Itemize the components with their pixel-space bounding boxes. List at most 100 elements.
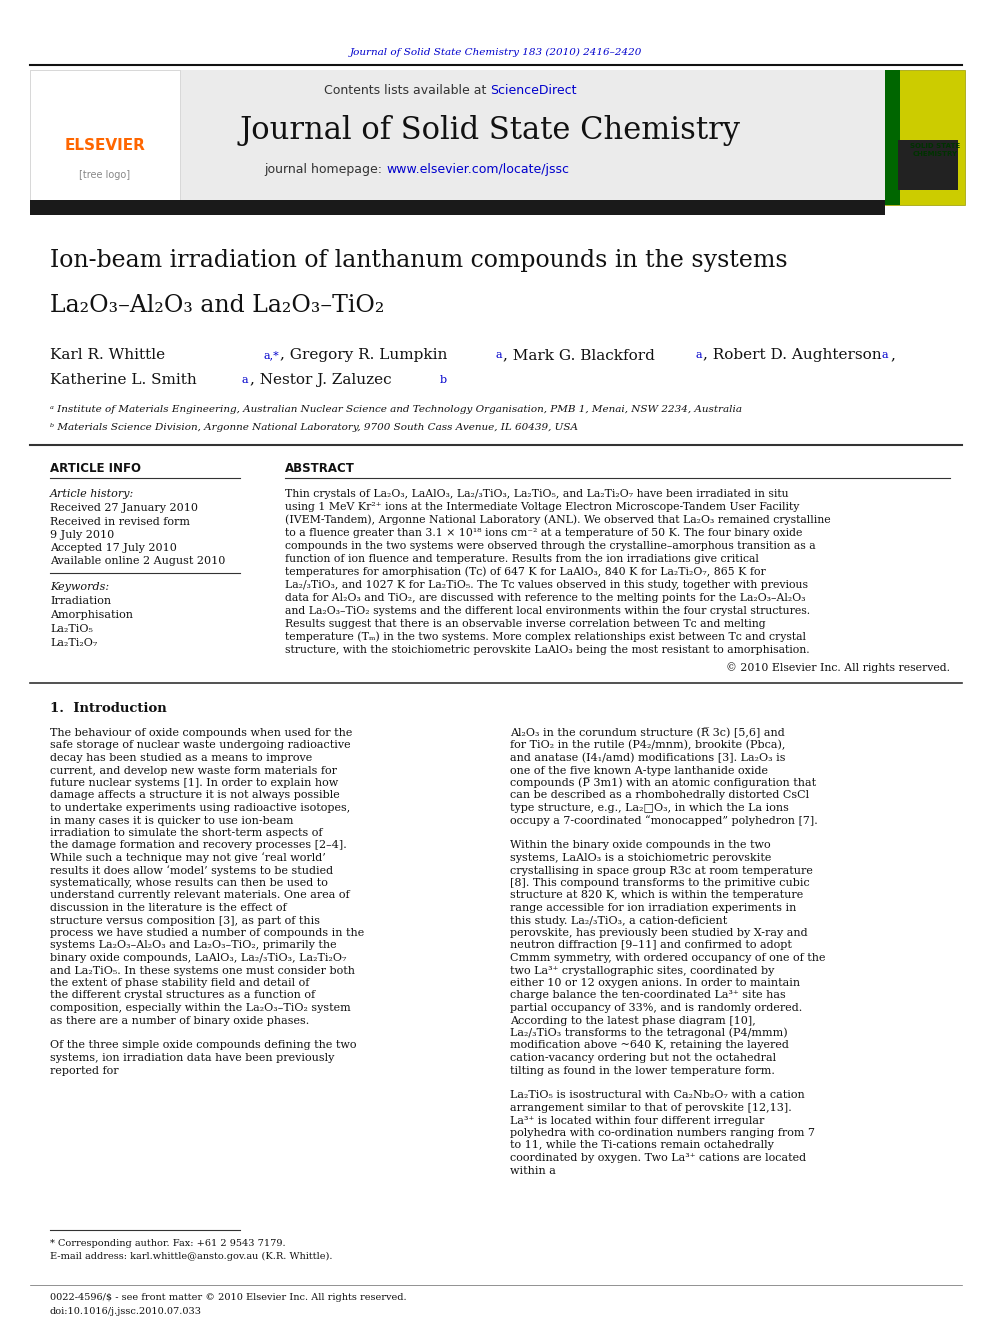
Text: reported for: reported for bbox=[50, 1065, 119, 1076]
Text: cation-vacancy ordering but not the octahedral: cation-vacancy ordering but not the octa… bbox=[510, 1053, 776, 1062]
Text: to a fluence greater than 3.1 × 10¹⁸ ions cm⁻² at a temperature of 50 K. The fou: to a fluence greater than 3.1 × 10¹⁸ ion… bbox=[285, 528, 803, 538]
Text: systems La₂O₃–Al₂O₃ and La₂O₃–TiO₂, primarily the: systems La₂O₃–Al₂O₃ and La₂O₃–TiO₂, prim… bbox=[50, 941, 336, 950]
Text: compounds (P̅ 3m1) with an atomic configuration that: compounds (P̅ 3m1) with an atomic config… bbox=[510, 778, 816, 789]
Text: perovskite, has previously been studied by X-ray and: perovskite, has previously been studied … bbox=[510, 927, 807, 938]
Bar bbox=[898, 140, 958, 191]
Text: , Nestor J. Zaluzec: , Nestor J. Zaluzec bbox=[250, 373, 397, 388]
Text: doi:10.1016/j.jssc.2010.07.033: doi:10.1016/j.jssc.2010.07.033 bbox=[50, 1307, 202, 1315]
Text: for TiO₂ in the rutile (P4₂/mnm), brookite (Pbca),: for TiO₂ in the rutile (P4₂/mnm), brooki… bbox=[510, 741, 786, 750]
Text: temperatures for amorphisation (Tᴄ) of 647 K for LaAlO₃, 840 K for La₂Ti₂O₇, 865: temperatures for amorphisation (Tᴄ) of 6… bbox=[285, 566, 766, 577]
Text: ARTICLE INFO: ARTICLE INFO bbox=[50, 462, 141, 475]
Text: results it does allow ‘model’ systems to be studied: results it does allow ‘model’ systems to… bbox=[50, 865, 333, 876]
Text: either 10 or 12 oxygen anions. In order to maintain: either 10 or 12 oxygen anions. In order … bbox=[510, 978, 801, 988]
Text: temperature (Tₘ) in the two systems. More complex relationships exist between Tᴄ: temperature (Tₘ) in the two systems. Mor… bbox=[285, 631, 806, 642]
Text: a: a bbox=[695, 351, 701, 360]
Text: compounds in the two systems were observed through the crystalline–amorphous tra: compounds in the two systems were observ… bbox=[285, 541, 815, 550]
Text: According to the latest phase diagram [10],: According to the latest phase diagram [1… bbox=[510, 1016, 756, 1025]
Text: © 2010 Elsevier Inc. All rights reserved.: © 2010 Elsevier Inc. All rights reserved… bbox=[726, 663, 950, 673]
Bar bbox=[885, 70, 965, 205]
Bar bbox=[885, 70, 900, 205]
Text: , Robert D. Aughterson: , Robert D. Aughterson bbox=[703, 348, 887, 363]
Text: and anatase (I4₁/amd) modifications [3]. La₂O₃ is: and anatase (I4₁/amd) modifications [3].… bbox=[510, 753, 786, 763]
Text: structure at 820 K, which is within the temperature: structure at 820 K, which is within the … bbox=[510, 890, 804, 901]
Text: b: b bbox=[440, 374, 447, 385]
Text: crystallising in space group R3c at room temperature: crystallising in space group R3c at room… bbox=[510, 865, 812, 876]
Text: discussion in the literature is the effect of: discussion in the literature is the effe… bbox=[50, 904, 287, 913]
Text: Available online 2 August 2010: Available online 2 August 2010 bbox=[50, 556, 225, 566]
Text: coordinated by oxygen. Two La³⁺ cations are located: coordinated by oxygen. Two La³⁺ cations … bbox=[510, 1154, 806, 1163]
Text: E-mail address: karl.whittle@ansto.gov.au (K.R. Whittle).: E-mail address: karl.whittle@ansto.gov.a… bbox=[50, 1252, 332, 1261]
Text: understand currently relevant materials. One area of: understand currently relevant materials.… bbox=[50, 890, 349, 901]
Text: occupy a 7-coordinated “monocapped” polyhedron [7].: occupy a 7-coordinated “monocapped” poly… bbox=[510, 815, 817, 826]
Text: Received 27 January 2010: Received 27 January 2010 bbox=[50, 503, 198, 513]
Text: www.elsevier.com/locate/jssc: www.elsevier.com/locate/jssc bbox=[386, 164, 569, 176]
Text: La₂TiO₅: La₂TiO₅ bbox=[50, 624, 93, 634]
Text: a,*: a,* bbox=[263, 351, 279, 360]
Text: this study. La₂/₃TiO₃, a cation-deficient: this study. La₂/₃TiO₃, a cation-deficien… bbox=[510, 916, 727, 926]
Text: Within the binary oxide compounds in the two: Within the binary oxide compounds in the… bbox=[510, 840, 771, 851]
Text: Received in revised form: Received in revised form bbox=[50, 517, 190, 527]
Text: modification above ~640 K, retaining the layered: modification above ~640 K, retaining the… bbox=[510, 1040, 789, 1050]
Text: La³⁺ is located within four different irregular: La³⁺ is located within four different ir… bbox=[510, 1115, 765, 1126]
Text: La₂/₃TiO₃, and 1027 K for La₂TiO₅. The Tᴄ values observed in this study, togethe: La₂/₃TiO₃, and 1027 K for La₂TiO₅. The T… bbox=[285, 579, 808, 590]
Text: Of the three simple oxide compounds defining the two: Of the three simple oxide compounds defi… bbox=[50, 1040, 356, 1050]
Text: Al₂O₃ in the corundum structure (R̅ 3c) [5,6] and: Al₂O₃ in the corundum structure (R̅ 3c) … bbox=[510, 728, 785, 738]
Text: a: a bbox=[882, 351, 889, 360]
Text: safe storage of nuclear waste undergoing radioactive: safe storage of nuclear waste undergoing… bbox=[50, 741, 350, 750]
Text: La₂/₃TiO₃ transforms to the tetragonal (P4/mmm): La₂/₃TiO₃ transforms to the tetragonal (… bbox=[510, 1028, 788, 1039]
Text: can be described as a rhombohedrally distorted CsCl: can be described as a rhombohedrally dis… bbox=[510, 791, 809, 800]
Text: and La₂TiO₅. In these systems one must consider both: and La₂TiO₅. In these systems one must c… bbox=[50, 966, 355, 975]
Text: function of ion fluence and temperature. Results from the ion irradiations give : function of ion fluence and temperature.… bbox=[285, 554, 759, 564]
Text: Cmmm symmetry, with ordered occupancy of one of the: Cmmm symmetry, with ordered occupancy of… bbox=[510, 953, 825, 963]
Text: 9 July 2010: 9 July 2010 bbox=[50, 531, 114, 540]
Text: Accepted 17 July 2010: Accepted 17 July 2010 bbox=[50, 542, 177, 553]
Text: a: a bbox=[242, 374, 249, 385]
Text: a: a bbox=[495, 351, 502, 360]
Text: charge balance the ten-coordinated La³⁺ site has: charge balance the ten-coordinated La³⁺ … bbox=[510, 991, 786, 1000]
Text: Results suggest that there is an observable inverse correlation between Tᴄ and m: Results suggest that there is an observa… bbox=[285, 619, 766, 628]
Text: binary oxide compounds, LaAlO₃, La₂/₃TiO₃, La₂Ti₂O₇: binary oxide compounds, LaAlO₃, La₂/₃TiO… bbox=[50, 953, 346, 963]
Bar bbox=[30, 200, 885, 216]
Bar bbox=[30, 70, 180, 205]
Text: ELSEVIER: ELSEVIER bbox=[64, 138, 146, 152]
Text: neutron diffraction [9–11] and confirmed to adopt: neutron diffraction [9–11] and confirmed… bbox=[510, 941, 792, 950]
Text: , Mark G. Blackford: , Mark G. Blackford bbox=[503, 348, 660, 363]
Text: using 1 MeV Kr²⁺ ions at the Intermediate Voltage Electron Microscope-Tandem Use: using 1 MeV Kr²⁺ ions at the Intermediat… bbox=[285, 501, 800, 512]
Text: 1.  Introduction: 1. Introduction bbox=[50, 701, 167, 714]
Text: the different crystal structures as a function of: the different crystal structures as a fu… bbox=[50, 991, 315, 1000]
Text: The behaviour of oxide compounds when used for the: The behaviour of oxide compounds when us… bbox=[50, 728, 352, 738]
Text: ABSTRACT: ABSTRACT bbox=[285, 462, 355, 475]
Text: [tree logo]: [tree logo] bbox=[79, 169, 131, 180]
Text: and La₂O₃–TiO₂ systems and the different local environments within the four crys: and La₂O₃–TiO₂ systems and the different… bbox=[285, 606, 810, 617]
Text: Journal of Solid State Chemistry: Journal of Solid State Chemistry bbox=[239, 115, 740, 146]
Text: arrangement similar to that of perovskite [12,13].: arrangement similar to that of perovskit… bbox=[510, 1103, 792, 1113]
Text: Journal of Solid State Chemistry 183 (2010) 2416–2420: Journal of Solid State Chemistry 183 (20… bbox=[350, 48, 642, 57]
Text: Irradiation: Irradiation bbox=[50, 595, 111, 606]
Text: While such a technique may not give ‘real world’: While such a technique may not give ‘rea… bbox=[50, 852, 325, 864]
Text: polyhedra with co-ordination numbers ranging from 7: polyhedra with co-ordination numbers ran… bbox=[510, 1129, 815, 1138]
Text: one of the five known A-type lanthanide oxide: one of the five known A-type lanthanide … bbox=[510, 766, 768, 775]
Text: Ion-beam irradiation of lanthanum compounds in the systems: Ion-beam irradiation of lanthanum compou… bbox=[50, 249, 788, 271]
Text: (IVEM-Tandem), Argonne National Laboratory (ANL). We observed that La₂O₃ remaine: (IVEM-Tandem), Argonne National Laborato… bbox=[285, 515, 830, 525]
Text: within a: within a bbox=[510, 1166, 556, 1176]
Text: range accessible for ion irradiation experiments in: range accessible for ion irradiation exp… bbox=[510, 904, 797, 913]
Text: to undertake experiments using radioactive isotopes,: to undertake experiments using radioacti… bbox=[50, 803, 350, 814]
Text: Article history:: Article history: bbox=[50, 490, 134, 499]
Text: SOLID STATE
CHEMISTRY: SOLID STATE CHEMISTRY bbox=[910, 143, 960, 157]
Bar bbox=[30, 70, 885, 200]
Text: data for Al₂O₃ and TiO₂, are discussed with reference to the melting points for : data for Al₂O₃ and TiO₂, are discussed w… bbox=[285, 593, 806, 603]
Text: Thin crystals of La₂O₃, LaAlO₃, La₂/₃TiO₃, La₂TiO₅, and La₂Ti₂O₇ have been irrad: Thin crystals of La₂O₃, LaAlO₃, La₂/₃TiO… bbox=[285, 490, 789, 499]
Text: [8]. This compound transforms to the primitive cubic: [8]. This compound transforms to the pri… bbox=[510, 878, 809, 888]
Text: decay has been studied as a means to improve: decay has been studied as a means to imp… bbox=[50, 753, 312, 763]
Text: journal homepage:: journal homepage: bbox=[264, 164, 386, 176]
Text: ᵇ Materials Science Division, Argonne National Laboratory, 9700 South Cass Avenu: ᵇ Materials Science Division, Argonne Na… bbox=[50, 423, 578, 433]
Text: ScienceDirect: ScienceDirect bbox=[490, 83, 576, 97]
Text: the extent of phase stability field and detail of: the extent of phase stability field and … bbox=[50, 978, 310, 988]
Text: systems, LaAlO₃ is a stoichiometric perovskite: systems, LaAlO₃ is a stoichiometric pero… bbox=[510, 853, 772, 863]
Text: * Corresponding author. Fax: +61 2 9543 7179.: * Corresponding author. Fax: +61 2 9543 … bbox=[50, 1238, 286, 1248]
Text: structure, with the stoichiometric perovskite LaAlO₃ being the most resistant to: structure, with the stoichiometric perov… bbox=[285, 646, 809, 655]
Text: the damage formation and recovery processes [2–4].: the damage formation and recovery proces… bbox=[50, 840, 347, 851]
Text: Keywords:: Keywords: bbox=[50, 582, 109, 591]
Text: process we have studied a number of compounds in the: process we have studied a number of comp… bbox=[50, 927, 364, 938]
Text: , Gregory R. Lumpkin: , Gregory R. Lumpkin bbox=[280, 348, 452, 363]
